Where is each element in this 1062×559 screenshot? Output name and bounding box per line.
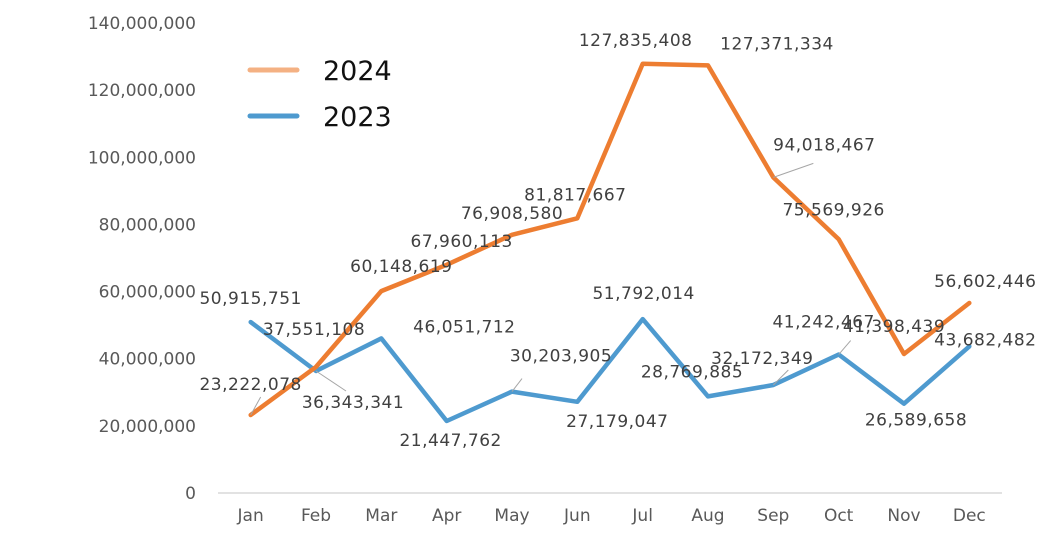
legend: 2024 2023 — [250, 56, 392, 133]
x-tick-label: Dec — [953, 506, 986, 526]
data-label-2023: 21,447,762 — [399, 431, 501, 451]
data-label-2023: 27,179,047 — [566, 412, 668, 432]
y-tick-label: 140,000,000 — [88, 14, 196, 34]
x-tick-label: Jun — [563, 506, 591, 526]
legend-label-2024: 2024 — [323, 56, 392, 87]
data-label-2024: 67,960,113 — [410, 232, 512, 252]
x-tick-label: Oct — [824, 506, 854, 526]
label-leader-line — [316, 371, 346, 391]
axes: 0 20,000,000 40,000,000 60,000,000 80,000,00… — [88, 14, 1002, 526]
x-tick-label: Feb — [301, 506, 331, 526]
label-leader-line — [839, 341, 851, 355]
y-tick-label: 40,000,000 — [99, 350, 196, 370]
data-label-2023: 50,915,751 — [199, 289, 301, 309]
x-tick-label: Sep — [757, 506, 789, 526]
x-tick-label: Apr — [432, 506, 461, 526]
data-label-2023: 30,203,905 — [510, 347, 612, 367]
x-tick-label: Jan — [237, 506, 264, 526]
data-labels: 23,222,078 37,551,108 60,148,619 67,960,113… — [199, 31, 1036, 451]
y-tick-label: 60,000,000 — [99, 283, 196, 303]
data-label-2024: 94,018,467 — [773, 135, 875, 155]
data-label-2024: 60,148,619 — [350, 257, 452, 277]
x-tick-label: Aug — [691, 506, 724, 526]
label-leader-line — [773, 163, 813, 177]
data-label-2024: 75,569,926 — [782, 200, 884, 220]
data-label-2023: 51,792,014 — [592, 284, 694, 304]
data-label-2023: 43,682,482 — [934, 330, 1036, 350]
legend-label-2023: 2023 — [323, 102, 392, 133]
y-tick-label: 0 — [185, 484, 196, 504]
y-tick-label: 100,000,000 — [88, 148, 196, 168]
x-tick-label: Jul — [631, 506, 653, 526]
data-label-2023: 26,589,658 — [865, 411, 967, 431]
data-label-2024: 81,817,667 — [524, 185, 626, 205]
data-label-2023: 32,172,349 — [711, 349, 813, 369]
data-label-2023: 46,051,712 — [413, 317, 515, 337]
data-label-2024: 23,222,078 — [199, 375, 301, 395]
data-label-2024: 56,602,446 — [934, 272, 1036, 292]
data-label-2024: 127,371,334 — [720, 34, 834, 54]
x-tick-label: Mar — [365, 506, 397, 526]
x-tick-label: May — [494, 506, 529, 526]
data-label-2024: 37,551,108 — [263, 320, 365, 340]
data-label-2023: 36,343,341 — [302, 393, 404, 413]
data-label-2024: 76,908,580 — [461, 204, 563, 224]
data-label-2024: 127,835,408 — [579, 31, 693, 51]
y-tick-label: 20,000,000 — [99, 417, 196, 437]
y-tick-label: 120,000,000 — [88, 81, 196, 101]
y-tick-label: 80,000,000 — [99, 215, 196, 235]
label-leader-line — [512, 379, 522, 392]
x-tick-label: Nov — [887, 506, 920, 526]
data-label-2023: 41,242,467 — [772, 313, 874, 333]
